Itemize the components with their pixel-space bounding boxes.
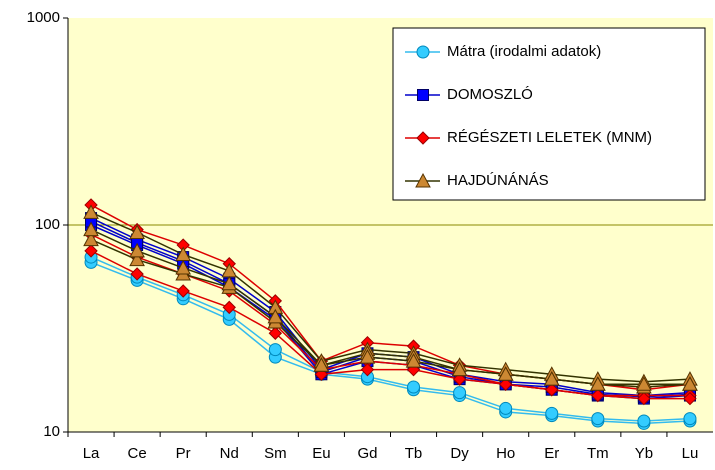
x-tick-label: La xyxy=(83,445,100,462)
x-tick-label: Gd xyxy=(357,445,377,462)
marker xyxy=(498,377,513,392)
legend-label: Mátra (irodalmi adatok) xyxy=(447,43,601,60)
marker xyxy=(497,366,514,381)
marker xyxy=(129,242,145,258)
marker xyxy=(683,412,697,426)
marker xyxy=(637,391,651,406)
marker xyxy=(129,251,145,267)
marker xyxy=(222,300,236,315)
series-line xyxy=(90,261,691,425)
marker xyxy=(130,267,144,281)
x-tick-label: Yb xyxy=(635,445,653,462)
y-tick-label: 100 xyxy=(35,216,60,233)
marker xyxy=(591,388,605,403)
marker xyxy=(415,172,431,188)
marker xyxy=(83,221,99,237)
x-tick-label: Dy xyxy=(450,445,469,462)
series-line xyxy=(90,228,690,386)
series xyxy=(83,204,698,394)
series-line xyxy=(90,250,690,400)
marker xyxy=(407,380,421,394)
marker xyxy=(682,376,698,391)
marker xyxy=(683,391,697,406)
x-tick-label: Sm xyxy=(264,445,287,462)
x-tick-label: Pr xyxy=(176,445,191,462)
marker xyxy=(313,357,330,372)
marker xyxy=(416,45,430,59)
marker xyxy=(589,376,606,391)
marker xyxy=(359,349,376,364)
x-tick-label: Eu xyxy=(312,445,330,462)
legend xyxy=(392,27,706,201)
marker xyxy=(83,204,99,219)
marker xyxy=(453,386,467,400)
marker xyxy=(84,244,98,258)
x-tick-label: Tb xyxy=(405,445,423,462)
x-tick-label: Er xyxy=(544,445,559,462)
series-line xyxy=(90,211,691,383)
legend-label: HAJDÚNÁNÁS xyxy=(447,172,549,189)
marker xyxy=(636,376,652,391)
marker xyxy=(416,131,430,145)
marker xyxy=(176,284,190,298)
marker xyxy=(637,414,651,428)
marker xyxy=(360,362,375,377)
marker xyxy=(129,224,145,239)
x-tick-label: Ce xyxy=(128,445,147,462)
marker xyxy=(268,343,282,357)
marker xyxy=(451,361,468,377)
marker xyxy=(543,371,560,386)
marker xyxy=(221,275,238,291)
x-tick-label: Ho xyxy=(496,445,515,462)
legend-label: DOMOSZLÓ xyxy=(447,86,533,103)
marker xyxy=(267,308,284,324)
series-line xyxy=(90,256,691,422)
x-tick-label: Tm xyxy=(587,445,609,462)
legend-label: RÉGÉSZETI LELETEK (MNM) xyxy=(447,129,652,146)
marker xyxy=(268,326,283,340)
x-tick-label: Nd xyxy=(220,445,239,462)
marker xyxy=(417,89,429,101)
marker xyxy=(405,353,422,368)
y-tick-label: 10 xyxy=(43,423,60,440)
marker xyxy=(591,412,605,426)
marker xyxy=(83,231,99,247)
y-tick-label: 1000 xyxy=(27,9,60,26)
marker xyxy=(175,259,192,275)
marker xyxy=(499,401,513,415)
marker xyxy=(545,406,559,420)
x-tick-label: Lu xyxy=(682,445,699,462)
marker xyxy=(545,383,559,397)
